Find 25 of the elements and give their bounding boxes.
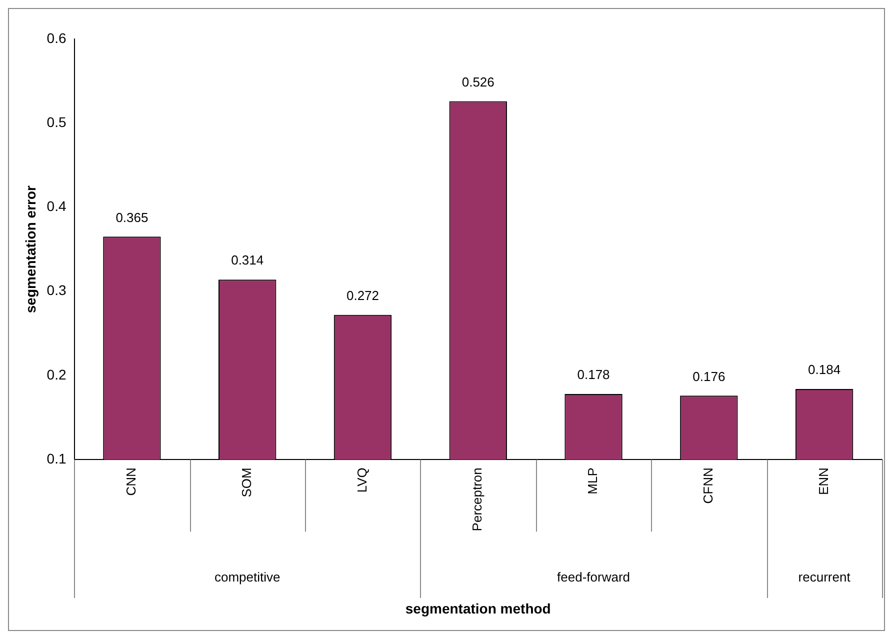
data-label: 0.178 <box>577 367 610 382</box>
x-tick-label: LVQ <box>354 468 370 493</box>
x-tick-label: Perceptron <box>470 468 485 532</box>
data-label: 0.314 <box>231 252 264 268</box>
x-tick-label: ENN <box>816 468 831 496</box>
y-axis-title: segmentation error <box>22 184 38 314</box>
y-tick-label: 0.1 <box>46 450 66 466</box>
x-tick-label: MLP <box>585 468 600 494</box>
y-tick-label: 0.4 <box>46 198 66 214</box>
x-tick-label: CFNN <box>700 468 716 504</box>
data-label: 0.184 <box>808 362 841 378</box>
text: competitive <box>214 570 280 585</box>
y-tick-label: 0.6 <box>46 30 66 46</box>
data-label: 0.272 <box>346 288 380 303</box>
text: feed-forward <box>557 570 630 585</box>
y-tick-label: 0.5 <box>46 114 66 130</box>
text: recurrent <box>798 570 851 585</box>
x-axis-title: segmentation method <box>405 600 551 616</box>
data-label: 0.176 <box>692 368 726 384</box>
data-label: 0.365 <box>116 210 148 225</box>
x-tick-label: CNN <box>124 468 139 496</box>
data-label: 0.526 <box>462 74 494 90</box>
y-tick-label: 0.2 <box>46 366 66 382</box>
y-tick-label: 0.3 <box>46 282 66 298</box>
x-tick-label: SOM <box>238 468 254 498</box>
